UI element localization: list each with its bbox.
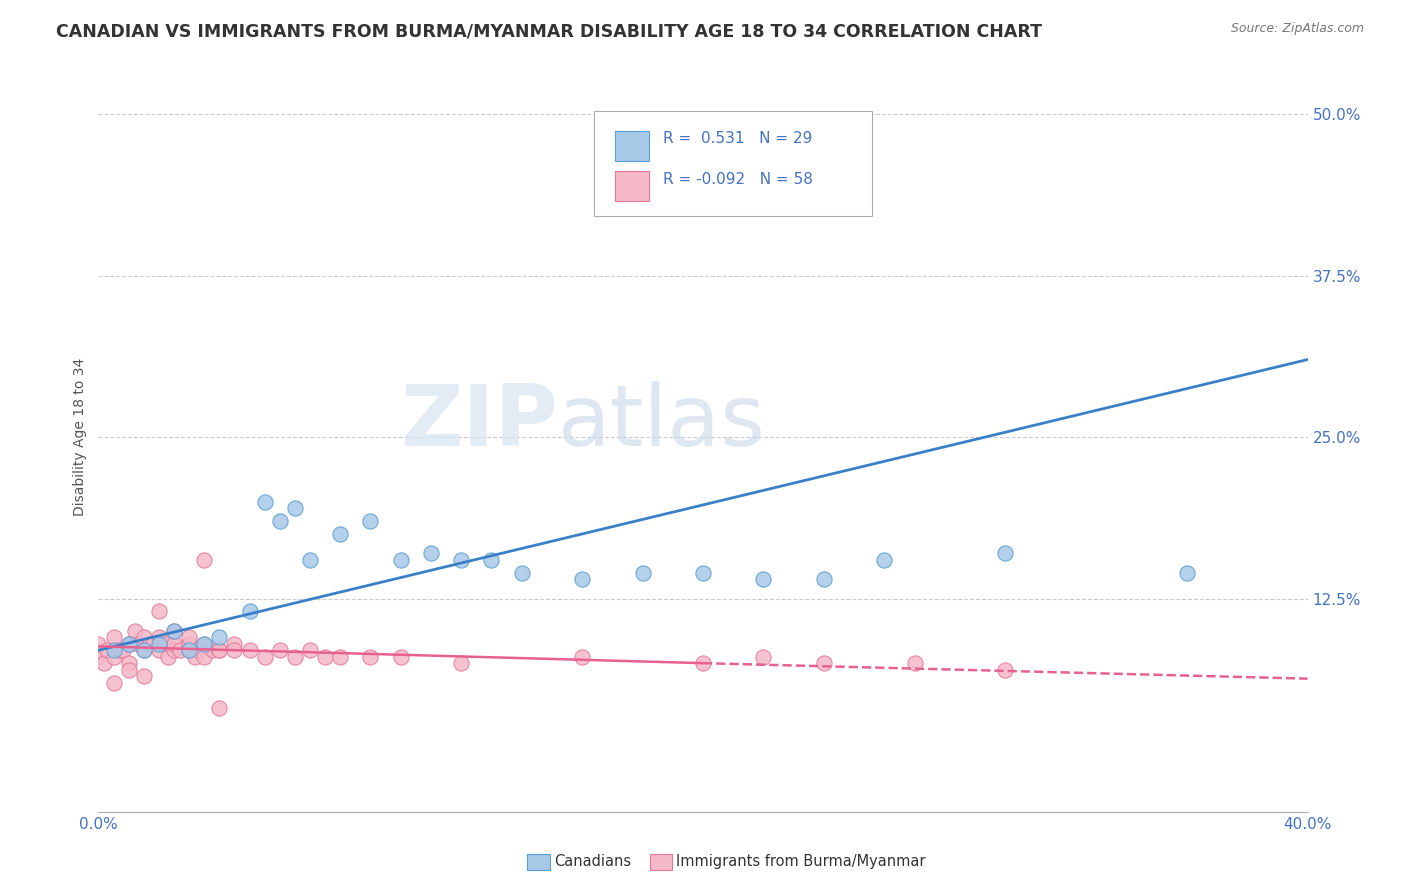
Point [193, 637, 215, 651]
Point [752, 649, 775, 664]
Point [132, 643, 155, 657]
Point [108, 643, 131, 657]
Text: R =  0.531   N = 29: R = 0.531 N = 29 [664, 131, 813, 146]
Point [184, 649, 207, 664]
Point [208, 643, 231, 657]
Point [187, 643, 209, 657]
Point [752, 572, 775, 586]
Point [118, 663, 141, 677]
Text: R = -0.092   N = 58: R = -0.092 N = 58 [664, 172, 813, 186]
Point [481, 553, 503, 567]
Point [132, 630, 155, 644]
Point [163, 637, 186, 651]
Point [314, 649, 336, 664]
Point [239, 643, 262, 657]
Point [148, 643, 170, 657]
Point [692, 656, 714, 670]
Point [132, 643, 155, 657]
Point [103, 643, 125, 657]
Text: Canadians: Canadians [554, 855, 631, 869]
Point [111, 643, 134, 657]
Point [163, 643, 186, 657]
Point [389, 553, 412, 567]
Point [419, 546, 441, 560]
Point [169, 643, 191, 657]
Bar [614, 171, 648, 201]
Text: ZIP: ZIP [401, 381, 558, 464]
Point [118, 637, 141, 651]
Text: Immigrants from Burma/Myanmar: Immigrants from Burma/Myanmar [676, 855, 925, 869]
Point [153, 637, 176, 651]
Point [193, 649, 215, 664]
Point [510, 566, 533, 580]
Point [132, 669, 155, 683]
Point [208, 701, 231, 715]
Point [813, 572, 835, 586]
Point [148, 605, 170, 619]
Point [631, 566, 654, 580]
Point [253, 494, 276, 508]
Point [156, 649, 179, 664]
Point [994, 663, 1017, 677]
Text: Source: ZipAtlas.com: Source: ZipAtlas.com [1230, 22, 1364, 36]
Text: CANADIAN VS IMMIGRANTS FROM BURMA/MYANMAR DISABILITY AGE 18 TO 34 CORRELATION CH: CANADIAN VS IMMIGRANTS FROM BURMA/MYANMA… [56, 22, 1042, 40]
Point [139, 637, 162, 651]
Point [118, 656, 141, 670]
Point [103, 675, 125, 690]
Point [239, 605, 262, 619]
Point [224, 637, 246, 651]
Point [360, 514, 382, 528]
Point [904, 656, 927, 670]
Point [93, 656, 115, 670]
Point [177, 643, 201, 657]
Point [360, 649, 382, 664]
Point [163, 624, 186, 638]
Point [148, 637, 170, 651]
Point [177, 637, 201, 651]
Point [87, 637, 110, 651]
Point [202, 643, 225, 657]
Point [450, 656, 472, 670]
Bar [614, 131, 648, 161]
Point [193, 553, 215, 567]
Point [224, 643, 246, 657]
Point [87, 649, 110, 664]
Point [208, 643, 231, 657]
Point [284, 649, 307, 664]
Point [571, 649, 593, 664]
Point [299, 553, 322, 567]
Point [96, 643, 118, 657]
Point [692, 566, 714, 580]
Point [873, 553, 896, 567]
Point [163, 624, 186, 638]
Point [299, 643, 322, 657]
Point [208, 630, 231, 644]
Point [389, 649, 412, 664]
Point [142, 637, 165, 651]
Point [813, 656, 835, 670]
Point [269, 514, 291, 528]
FancyBboxPatch shape [595, 112, 872, 216]
Point [571, 572, 593, 586]
Point [103, 630, 125, 644]
Text: atlas: atlas [558, 381, 766, 464]
Point [177, 643, 201, 657]
Point [253, 649, 276, 664]
Point [127, 637, 149, 651]
Y-axis label: Disability Age 18 to 34: Disability Age 18 to 34 [73, 358, 87, 516]
Point [450, 553, 472, 567]
Point [329, 649, 352, 664]
Point [1175, 566, 1198, 580]
Point [118, 637, 141, 651]
Point [148, 630, 170, 644]
Point [329, 527, 352, 541]
Point [177, 630, 201, 644]
Point [103, 649, 125, 664]
Point [269, 643, 291, 657]
Point [994, 546, 1017, 560]
Point [193, 637, 215, 651]
Point [124, 624, 146, 638]
Point [284, 501, 307, 516]
